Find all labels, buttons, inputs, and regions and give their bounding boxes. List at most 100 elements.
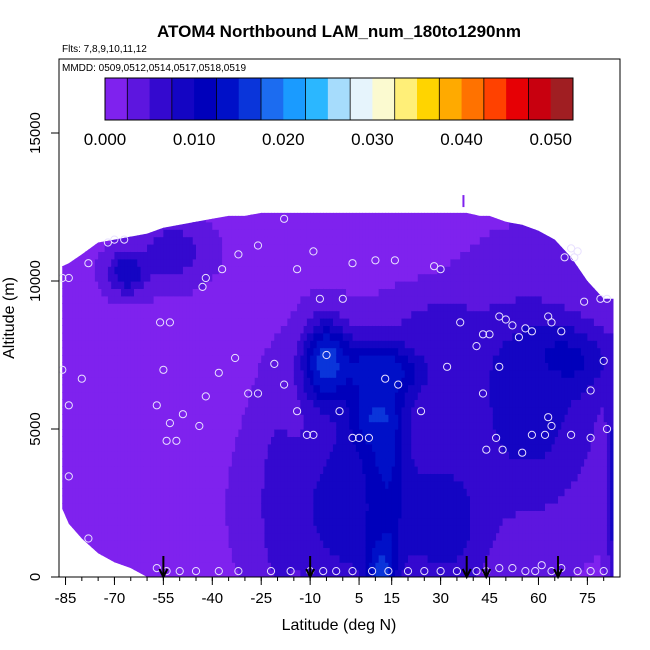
heat-cell <box>199 332 204 341</box>
heat-cell <box>339 569 344 577</box>
heat-cell <box>313 429 318 437</box>
heat-cell <box>248 258 253 267</box>
heat-cell <box>258 192 262 200</box>
heat-cell <box>169 473 174 482</box>
heat-cell <box>244 384 249 393</box>
heat-cell <box>120 510 125 519</box>
heat-cell <box>228 355 233 363</box>
heat-cell <box>229 192 233 200</box>
heat-cell <box>300 340 305 349</box>
heat-cell <box>176 540 181 548</box>
heat-cell <box>280 258 285 267</box>
heat-cell <box>68 436 73 445</box>
heat-cell <box>85 451 89 460</box>
heat-cell <box>290 332 295 341</box>
heat-cell <box>257 554 262 563</box>
heat-cell <box>193 200 197 208</box>
heat-cell <box>336 369 341 378</box>
heat-cell <box>326 214 331 223</box>
heat-cell <box>303 325 308 334</box>
heat-cell <box>189 332 194 341</box>
heat-cell <box>62 414 63 423</box>
heat-cell <box>257 310 262 319</box>
heat-cell <box>134 221 138 230</box>
heat-cell <box>78 303 83 312</box>
heat-cell <box>251 540 256 548</box>
heat-cell <box>173 473 178 482</box>
heat-cell <box>189 229 194 238</box>
heat-cell <box>319 303 324 312</box>
heat-cell <box>195 525 200 534</box>
heat-cell <box>297 295 301 304</box>
heat-cell <box>368 406 373 415</box>
heat-cell <box>75 214 80 223</box>
heat-cell <box>199 436 204 445</box>
heat-cell <box>228 547 233 556</box>
heat-cell <box>127 332 132 341</box>
heat-cell <box>303 443 308 452</box>
heat-cell <box>251 266 256 275</box>
heat-cell <box>124 554 129 563</box>
heat-cell <box>313 377 318 386</box>
heat-cell <box>244 288 249 297</box>
heat-cell <box>238 562 243 571</box>
heat-cell <box>280 562 285 571</box>
heat-cell <box>179 266 184 275</box>
heat-cell <box>231 318 236 326</box>
heat-cell <box>124 212 129 215</box>
heat-cell <box>359 251 363 260</box>
heat-cell <box>127 221 132 230</box>
heat-cell <box>209 458 213 467</box>
heat-cell <box>169 310 174 319</box>
heat-cell <box>92 192 96 200</box>
heat-cell <box>359 266 363 275</box>
heat-cell <box>336 310 341 319</box>
heat-cell <box>241 429 246 437</box>
heat-cell <box>65 369 70 378</box>
heat-cell <box>251 340 256 349</box>
heat-cell <box>195 495 200 504</box>
heat-cell <box>339 303 344 312</box>
heat-cell <box>336 340 341 349</box>
heat-cell <box>332 421 337 430</box>
heat-cell <box>362 532 367 541</box>
heat-cell <box>349 480 354 489</box>
heat-cell <box>349 488 354 497</box>
heat-cell <box>274 406 279 415</box>
heat-cell <box>117 214 122 223</box>
heat-cell <box>228 318 233 326</box>
heat-cell <box>306 554 311 563</box>
heat-cell <box>329 517 334 526</box>
heat-cell <box>235 547 239 556</box>
heat-cell <box>209 377 213 386</box>
heat-cell <box>163 517 168 526</box>
heat-cell <box>349 310 354 319</box>
heat-cell <box>274 236 279 245</box>
heat-cell <box>339 532 344 541</box>
heat-cell <box>94 295 99 304</box>
heat-cell <box>261 421 266 430</box>
heat-cell <box>365 458 370 467</box>
heat-cell <box>120 466 125 474</box>
heat-cell <box>267 244 272 252</box>
heat-cell <box>277 436 282 445</box>
heat-cell <box>189 562 194 571</box>
heat-cell <box>189 406 194 415</box>
heat-cell <box>228 569 233 577</box>
heat-cell <box>359 436 363 445</box>
heat-cell <box>222 466 226 474</box>
heat-cell <box>111 429 116 437</box>
heat-cell <box>179 340 184 349</box>
heat-cell <box>271 221 275 230</box>
heat-cell <box>297 554 301 563</box>
heat-cell <box>114 281 119 289</box>
heat-cell <box>153 406 158 415</box>
heat-cell <box>179 510 184 519</box>
heat-cell <box>62 288 63 297</box>
heat-cell <box>156 340 161 349</box>
heat-cell <box>186 212 191 215</box>
heat-cell <box>215 458 220 467</box>
heat-cell <box>248 562 253 571</box>
heat-cell <box>186 458 191 467</box>
heat-cell <box>173 295 178 304</box>
